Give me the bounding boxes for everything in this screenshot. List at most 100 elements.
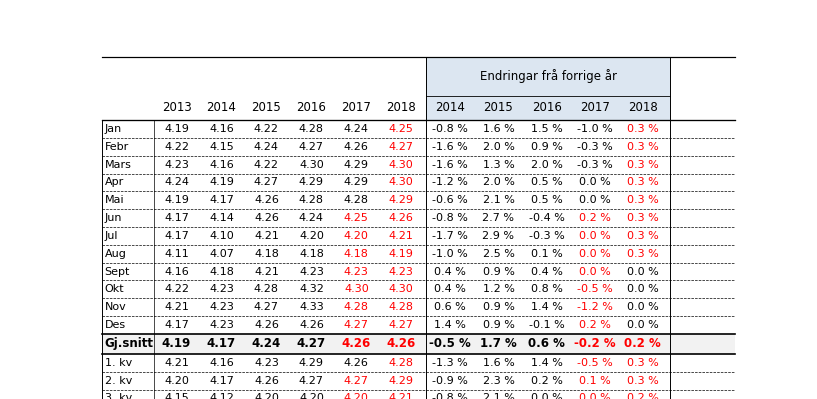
Text: 4.26: 4.26 [254, 375, 279, 385]
Text: 4.16: 4.16 [164, 267, 189, 277]
Text: 4.29: 4.29 [389, 195, 413, 205]
Text: 4.19: 4.19 [209, 178, 234, 188]
Text: 0.3 %: 0.3 % [627, 195, 659, 205]
Text: 0.5 %: 0.5 % [531, 195, 562, 205]
Text: 4.21: 4.21 [389, 231, 413, 241]
Text: 0.4 %: 0.4 % [435, 284, 467, 294]
Text: Apr: Apr [105, 178, 124, 188]
Text: 0.8 %: 0.8 % [531, 284, 563, 294]
Text: 0.3 %: 0.3 % [627, 178, 659, 188]
Text: 4.20: 4.20 [299, 393, 324, 399]
Text: 4.23: 4.23 [209, 284, 234, 294]
Text: 4.17: 4.17 [164, 231, 189, 241]
Text: 4.20: 4.20 [254, 393, 279, 399]
Text: 0.9 %: 0.9 % [531, 142, 563, 152]
Text: 2. kv: 2. kv [105, 375, 132, 385]
Text: Jul: Jul [105, 231, 118, 241]
Text: 1.6 %: 1.6 % [483, 358, 515, 368]
Text: 4.23: 4.23 [209, 302, 234, 312]
Text: 4.28: 4.28 [254, 284, 279, 294]
Text: 0.0 %: 0.0 % [627, 284, 659, 294]
Text: -1.0 %: -1.0 % [577, 124, 613, 134]
Text: Sept: Sept [105, 267, 130, 277]
Text: 4.17: 4.17 [164, 320, 189, 330]
Text: 4.07: 4.07 [209, 249, 234, 259]
Text: -0.9 %: -0.9 % [432, 375, 468, 385]
Text: Mai: Mai [105, 195, 124, 205]
Text: 4.26: 4.26 [344, 142, 368, 152]
Text: 4.30: 4.30 [389, 284, 413, 294]
Text: 4.23: 4.23 [299, 267, 324, 277]
Text: 4.23: 4.23 [209, 320, 234, 330]
Text: 4.18: 4.18 [254, 249, 279, 259]
Text: 0.3 %: 0.3 % [627, 160, 659, 170]
Text: 4.20: 4.20 [344, 231, 368, 241]
Text: 4.21: 4.21 [389, 393, 413, 399]
Text: 4.21: 4.21 [164, 358, 189, 368]
Text: 0.0 %: 0.0 % [579, 178, 610, 188]
Text: 0.0 %: 0.0 % [627, 267, 659, 277]
Text: 4.22: 4.22 [164, 284, 189, 294]
Text: 2018: 2018 [628, 101, 658, 114]
Text: 2.1 %: 2.1 % [483, 195, 515, 205]
Text: 4.26: 4.26 [344, 358, 368, 368]
Text: 4.27: 4.27 [299, 142, 324, 152]
Text: 4.28: 4.28 [299, 195, 324, 205]
Text: 4.25: 4.25 [344, 213, 368, 223]
Text: 2016: 2016 [532, 101, 561, 114]
Text: 4.20: 4.20 [299, 231, 324, 241]
Text: 2017: 2017 [342, 101, 371, 114]
Text: 2014: 2014 [435, 101, 466, 114]
Text: Jan: Jan [105, 124, 122, 134]
Text: 2.1 %: 2.1 % [483, 393, 515, 399]
Text: 4.10: 4.10 [209, 231, 234, 241]
Text: 4.15: 4.15 [209, 142, 234, 152]
Text: 2.0 %: 2.0 % [483, 178, 515, 188]
Text: 0.9 %: 0.9 % [483, 267, 515, 277]
Text: 4.28: 4.28 [389, 358, 413, 368]
Text: Endringar frå forrige år: Endringar frå forrige år [480, 69, 617, 83]
Text: 4.29: 4.29 [344, 178, 368, 188]
Text: 4.26: 4.26 [389, 213, 413, 223]
Text: 4.18: 4.18 [209, 267, 234, 277]
Text: -1.3 %: -1.3 % [432, 358, 468, 368]
Text: -0.6 %: -0.6 % [432, 195, 468, 205]
Text: Jun: Jun [105, 213, 123, 223]
Text: -0.8 %: -0.8 % [432, 124, 468, 134]
Text: 1.4 %: 1.4 % [435, 320, 467, 330]
Text: -0.8 %: -0.8 % [432, 213, 468, 223]
Text: 4.12: 4.12 [209, 393, 234, 399]
Text: 2017: 2017 [580, 101, 609, 114]
Text: 0.9 %: 0.9 % [483, 302, 515, 312]
Text: 4.30: 4.30 [344, 284, 368, 294]
Text: 4.24: 4.24 [254, 142, 279, 152]
Text: 4.19: 4.19 [389, 249, 413, 259]
Text: 0.2 %: 0.2 % [578, 213, 610, 223]
Text: 4.27: 4.27 [297, 338, 326, 350]
Text: Okt: Okt [105, 284, 124, 294]
Text: 0.2 %: 0.2 % [624, 338, 661, 350]
Text: Febr: Febr [105, 142, 129, 152]
Text: 4.17: 4.17 [164, 213, 189, 223]
Text: 0.4 %: 0.4 % [435, 267, 467, 277]
Text: 2.0 %: 2.0 % [483, 142, 515, 152]
Text: 4.19: 4.19 [164, 124, 189, 134]
Text: -1.0 %: -1.0 % [432, 249, 468, 259]
Text: 4.28: 4.28 [389, 302, 413, 312]
Text: 4.32: 4.32 [299, 284, 324, 294]
Text: -0.8 %: -0.8 % [432, 393, 468, 399]
Text: -1.6 %: -1.6 % [432, 142, 468, 152]
Text: 0.2 %: 0.2 % [578, 320, 610, 330]
Text: 4.33: 4.33 [299, 302, 324, 312]
Text: 4.17: 4.17 [209, 375, 234, 385]
Text: 0.0 %: 0.0 % [579, 393, 610, 399]
Text: 4.27: 4.27 [344, 320, 368, 330]
Text: 4.28: 4.28 [344, 302, 368, 312]
Text: 2.0 %: 2.0 % [531, 160, 563, 170]
Text: 4.22: 4.22 [164, 142, 189, 152]
Text: 0.3 %: 0.3 % [627, 124, 659, 134]
Text: 0.3 %: 0.3 % [627, 213, 659, 223]
Text: 2.3 %: 2.3 % [483, 375, 515, 385]
Text: 0.6 %: 0.6 % [528, 338, 565, 350]
Text: 4.23: 4.23 [389, 267, 413, 277]
